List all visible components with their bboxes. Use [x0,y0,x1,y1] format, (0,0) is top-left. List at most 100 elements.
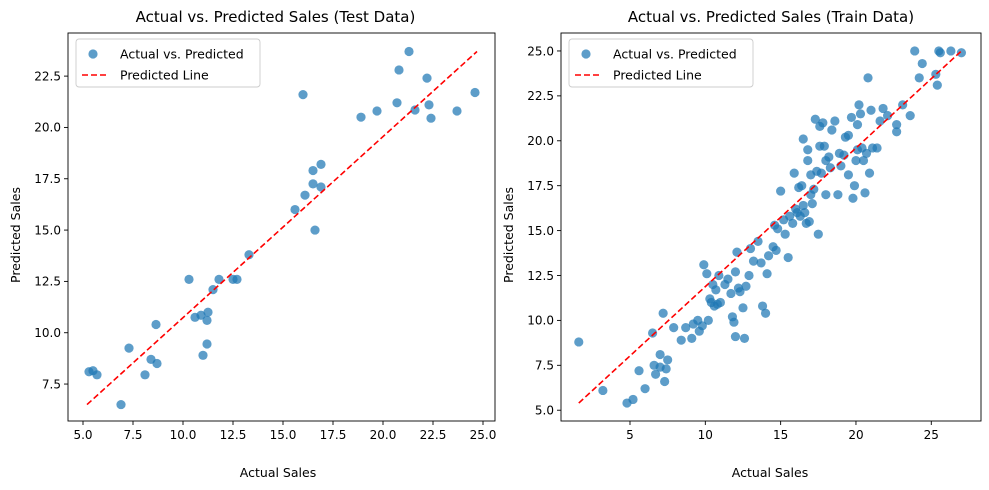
data-point [202,315,212,326]
y-tick-label: 17.5 [527,179,554,193]
data-point [730,267,741,277]
data-point [702,269,712,279]
y-tick-label: 7.5 [535,359,554,373]
x-tick-label: 17.5 [320,428,347,442]
data-point [735,287,745,297]
data-point [861,148,872,158]
data-point [214,274,224,284]
data-point [714,270,724,281]
data-point [821,190,831,200]
data-point [300,190,310,200]
predicted-line [578,50,962,404]
legend-marker [88,49,98,59]
data-point [640,384,650,394]
x-tick-label: 20.0 [370,428,397,442]
y-tick-label: 10.0 [527,314,554,328]
x-axis-label: Actual Sales [732,465,808,480]
data-point [905,111,915,121]
y-tick-label: 12.5 [34,275,61,289]
plot-area [574,46,967,408]
data-point [310,225,320,235]
data-point [756,258,766,268]
y-tick-label: 25.0 [527,44,554,58]
x-tick-label: 20 [848,428,863,442]
data-point [803,145,813,155]
data-point [729,317,739,327]
data-point [860,188,870,198]
data-point [843,170,854,180]
y-tick-label: 22.5 [527,89,554,103]
data-point [703,315,713,326]
data-point [851,155,861,166]
y-axis-label: Predicted Sales [501,187,516,283]
y-tick-label: 22.5 [34,69,61,83]
data-point [798,134,808,144]
data-point [392,98,402,108]
data-point [198,350,208,360]
x-tick-label: 10.0 [170,428,197,442]
legend: Actual vs. Predicted Predicted Line [568,38,754,88]
legend-label: Actual vs. Predicted [613,46,737,61]
data-point [739,333,750,343]
axes-frame [560,32,982,422]
data-point [809,184,819,194]
data-point [813,229,823,239]
data-point [816,168,826,178]
x-tick-label: 22.5 [420,428,447,442]
data-point [681,322,691,333]
x-tick-label: 7.5 [123,428,142,442]
data-point [892,127,902,137]
data-point [776,186,786,196]
data-point [404,46,414,57]
data-point [658,308,668,318]
legend-label: Predicted Line [613,67,702,82]
legend-label: Predicted Line [120,67,209,82]
data-point [780,229,790,239]
x-tick-label: 5 [626,428,634,442]
data-point [771,245,781,255]
data-point [803,155,813,166]
data-point [699,260,709,270]
data-point [818,118,828,128]
series-points [574,46,967,408]
data-point [932,80,942,90]
data-point [797,181,807,191]
data-point [848,193,858,203]
data-point [124,343,134,353]
data-point [711,285,721,295]
y-tick-label: 7.5 [42,377,61,391]
y-tick-label: 15.0 [34,223,61,237]
legend-marker [581,49,591,59]
data-point [726,288,736,299]
data-point [917,58,927,69]
data-point [697,321,707,331]
data-point [394,65,404,75]
data-point [748,256,759,266]
data-point [858,155,869,166]
data-point [140,370,150,380]
data-point [676,335,686,345]
data-point [687,333,697,343]
data-point [864,168,875,178]
data-point [757,301,768,311]
data-point [426,113,436,123]
data-point [574,337,584,347]
data-point [308,179,318,189]
data-point [827,125,837,135]
data-point [946,46,956,56]
data-point [843,130,854,140]
data-point [883,111,893,121]
chart-title: Actual vs. Predicted Sales (Train Data) [628,8,914,26]
chart-title: Actual vs. Predicted Sales (Test Data) [136,8,416,26]
data-point [744,270,754,281]
data-point [810,114,820,124]
data-point [422,73,432,83]
x-tick-label: 15.0 [270,428,297,442]
data-point [232,274,242,284]
data-point [830,116,840,126]
data-point [798,200,808,211]
x-tick-label: 5.0 [73,428,92,442]
y-tick-label: 20.0 [527,134,554,148]
data-point [116,399,126,410]
